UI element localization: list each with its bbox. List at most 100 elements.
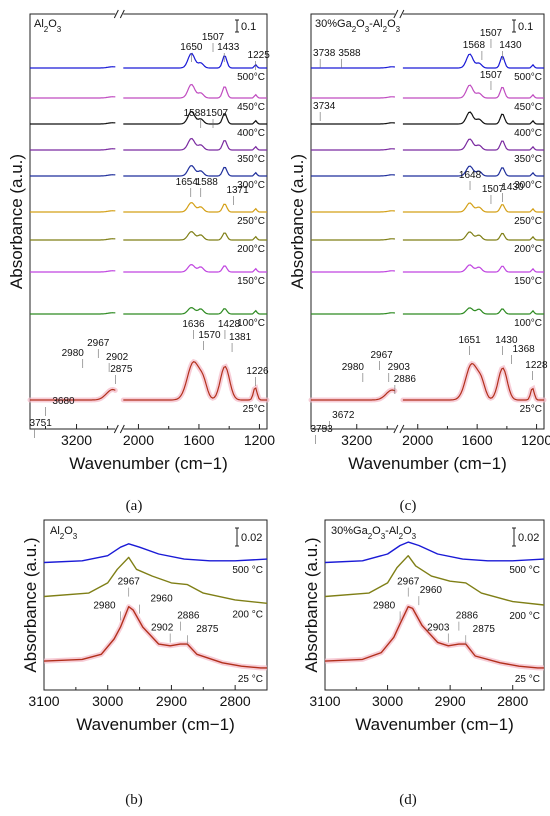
peak-label-a-2967: 2967	[87, 338, 110, 349]
spectrum-a-150C	[30, 270, 116, 273]
temperature-label-a-350: 350°C	[237, 154, 265, 165]
scale-bar-label-a: 0.1	[241, 21, 256, 33]
temperature-label-d-1: 200 °C	[509, 611, 540, 622]
spectrum-a-250C	[30, 210, 116, 213]
spectrum-a-300C	[30, 174, 116, 177]
peak-label-c-1430: 1430	[499, 40, 522, 51]
x-tick-label-c: 3200	[341, 432, 372, 448]
x-tick-label-a: 1600	[183, 432, 214, 448]
temperature-label-c-250: 250°C	[514, 216, 542, 227]
peak-label-a-1225: 1225	[248, 50, 271, 61]
spectrum-c-450C	[402, 84, 544, 99]
spectrum-a-300C	[123, 164, 267, 177]
x-tick-label-c: 1600	[462, 432, 493, 448]
y-axis-label-c: Absorbance (a.u.)	[288, 154, 307, 289]
peak-label-c-3738: 3738	[313, 48, 336, 59]
spectrum-c-500C	[311, 66, 395, 69]
series-line-d-0	[324, 541, 545, 564]
peak-label-c-2903: 2903	[388, 362, 411, 373]
peak-label-b-2875: 2875	[196, 624, 219, 635]
axis-break-mark	[399, 9, 405, 19]
peak-label-b-2967: 2967	[118, 577, 141, 588]
axis-break-top-mask	[115, 11, 124, 17]
spectrum-c-150C	[402, 264, 544, 273]
spectrum-c-350C	[311, 148, 395, 151]
axis-break-mark	[113, 424, 119, 434]
sample-label-b: Al2O3	[50, 525, 78, 541]
spectrum-a-350C	[30, 148, 116, 151]
temperature-label-b-2: 25 °C	[238, 674, 263, 685]
x-tick-label-d: 2900	[435, 693, 466, 709]
peak-label-a-1570: 1570	[198, 330, 221, 341]
spectrum-a-25C	[30, 388, 116, 401]
axis-break-bottom-mask	[115, 426, 124, 432]
caption-a: (a)	[125, 498, 143, 514]
x-axis-label-a: Wavenumber (cm−1)	[69, 454, 228, 473]
spectrum-c-100C	[402, 307, 544, 315]
spectrum-a-250C	[123, 201, 267, 213]
panel-b-group: 3100 3000 2900 2800 Wavenumber (cm−1) Absorba…	[21, 519, 268, 734]
spectrum-a-100C	[123, 306, 267, 315]
series-line-b-0	[43, 543, 268, 564]
spectrum-a-400C	[123, 110, 267, 125]
axis-break-mark	[119, 9, 125, 19]
peak-label-a-1371: 1371	[226, 185, 249, 196]
spectrum-c-25C	[402, 362, 544, 401]
peak-label-c-3734: 3734	[313, 101, 336, 112]
peak-label-a-2980: 2980	[62, 348, 85, 359]
x-tick-label-d: 2800	[497, 693, 528, 709]
caption-d: (d)	[399, 792, 417, 808]
temperature-label-c-350: 350°C	[514, 154, 542, 165]
y-axis-label-b: Absorbance (a.u.)	[21, 537, 40, 672]
peak-label-d-2886: 2886	[456, 611, 479, 622]
spectrum-c-300C	[402, 165, 544, 177]
peak-label-d-2875: 2875	[473, 624, 496, 635]
temperature-label-c-25: 25°C	[520, 404, 542, 415]
peak-label-c-1507: 1507	[482, 184, 505, 195]
peak-label-c-1507: 1507	[480, 70, 503, 81]
temperature-label-c-450: 450°C	[514, 102, 542, 113]
spectrum-c-250C	[311, 210, 395, 213]
spectrum-a-200C	[123, 230, 267, 241]
temperature-label-d-2: 25 °C	[515, 674, 540, 685]
peak-label-a-1226: 1226	[246, 366, 269, 377]
spectrum-halo-c	[308, 387, 398, 403]
peak-label-b-2960: 2960	[150, 594, 173, 605]
temperature-label-c-300: 300°C	[514, 180, 542, 191]
spectrum-a-500C	[123, 52, 267, 69]
spectrum-a-500C	[30, 66, 116, 69]
axis-break-top-mask	[394, 11, 403, 17]
spectrum-c-25C	[311, 389, 396, 401]
spectrum-a-350C	[123, 137, 267, 151]
plot-frame-c	[310, 13, 545, 430]
temperature-label-a-200: 200°C	[237, 244, 265, 255]
x-tick-label-b: 2800	[220, 693, 251, 709]
temperature-label-a-500: 500°C	[237, 72, 265, 83]
sample-label-c: 30%Ga2O3-Al2O3	[315, 18, 401, 34]
x-axis-label-d: Wavenumber (cm−1)	[355, 715, 514, 734]
sample-label-a: Al2O3	[34, 18, 62, 34]
spectrum-c-350C	[402, 138, 544, 151]
series-line-d-2	[324, 606, 544, 669]
spectrum-a-200C	[30, 238, 116, 241]
spectrum-a-450C	[123, 83, 267, 99]
spectrum-c-400C	[402, 111, 544, 125]
peak-label-a-1588: 1588	[184, 108, 207, 119]
x-axis-label-b: Wavenumber (cm−1)	[76, 715, 235, 734]
spectrum-halo-c	[400, 360, 547, 403]
y-axis-label-d: Absorbance (a.u.)	[302, 537, 321, 672]
peak-label-b-2886: 2886	[177, 611, 200, 622]
temperature-label-d-0: 500 °C	[509, 565, 540, 576]
peak-label-c-1368: 1368	[512, 344, 535, 355]
peak-label-c-2967: 2967	[371, 350, 394, 361]
x-tick-label-d: 3000	[372, 693, 403, 709]
temperature-label-a-400: 400°C	[237, 128, 265, 139]
panel-d-group: 3100 3000 2900 2800 Wavenumber (cm−1) Absorba…	[302, 519, 545, 734]
peak-label-c-2980: 2980	[342, 362, 365, 373]
x-tick-label-b: 3000	[92, 693, 123, 709]
x-tick-label-c: 2000	[402, 432, 433, 448]
temperature-label-b-1: 200 °C	[232, 609, 263, 620]
temperature-label-c-400: 400°C	[514, 128, 542, 139]
x-tick-label-a: 2000	[123, 432, 154, 448]
